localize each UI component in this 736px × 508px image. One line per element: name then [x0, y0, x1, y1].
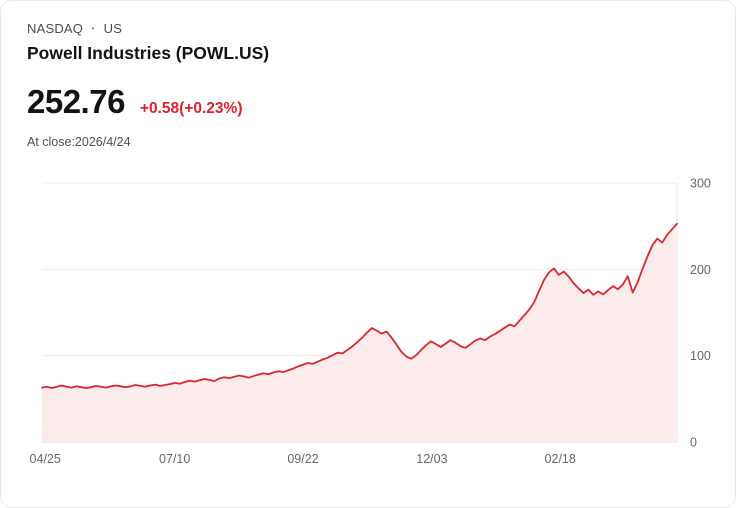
price-change: +0.58(+0.23%) [139, 100, 243, 117]
area-fill [42, 223, 677, 442]
x-axis-label: 09/22 [287, 452, 318, 466]
y-axis-label: 100 [690, 349, 711, 363]
chart-container: 0 100 200 300 04/25 07/10 09/22 12/03 02/18 [22, 174, 735, 476]
y-axis-label: 0 [690, 436, 697, 450]
region-label: US [103, 21, 123, 36]
x-axis-label: 12/03 [416, 452, 447, 466]
price-row: 252.76 +0.58(+0.23%) [27, 83, 709, 121]
price-chart: 0 100 200 300 04/25 07/10 09/22 12/03 02/18 [30, 177, 711, 467]
x-axis-label: 04/25 [30, 452, 61, 466]
as-of-label: At close:2026/4/24 [27, 135, 131, 149]
y-axis-label: 300 [690, 177, 711, 191]
quote-header: NASDAQ · US Powell Industries (POWL.US) … [1, 1, 735, 149]
x-axis-label: 02/18 [545, 452, 576, 466]
current-price: 252.76 [27, 83, 125, 120]
stock-title: Powell Industries (POWL.US) [27, 43, 270, 63]
price-line [41, 222, 678, 389]
exchange-label: NASDAQ [27, 21, 84, 36]
separator-dot: · [91, 21, 96, 36]
exchange-row: NASDAQ · US [27, 21, 709, 36]
y-axis-label: 200 [690, 263, 711, 277]
x-axis-label: 07/10 [159, 452, 190, 466]
